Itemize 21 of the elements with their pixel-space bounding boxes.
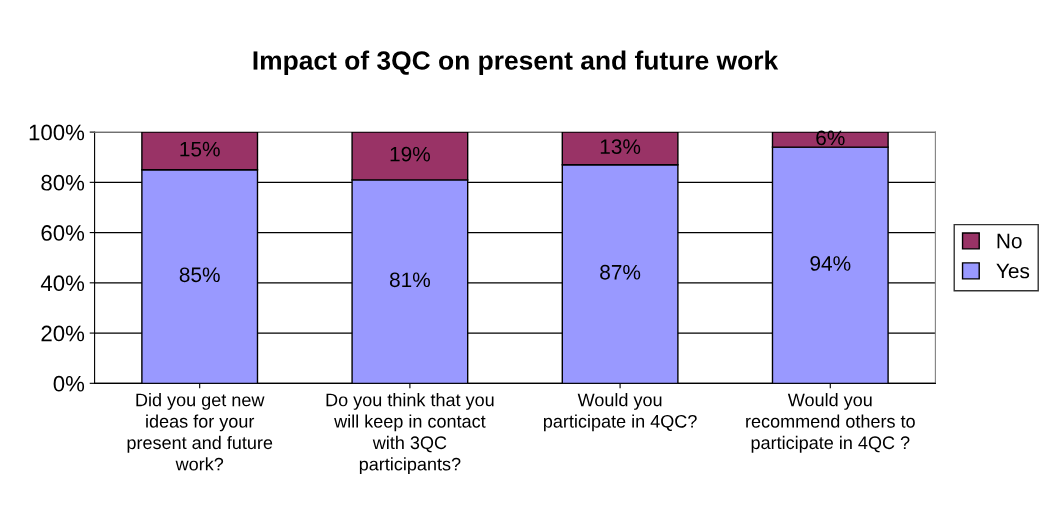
data-label: 87% (600, 264, 641, 280)
data-label: 6% (816, 130, 845, 146)
x-tick-label: Did you get new ideas for your present and future work? (127, 393, 273, 471)
y-tick-label: 60% (41, 225, 85, 241)
data-label: 13% (600, 139, 641, 155)
y-tick-label: 100% (29, 124, 85, 141)
data-label: 15% (180, 141, 220, 157)
x-tick-label: Do you think that you will keep in contact with 3QC participants? (326, 393, 494, 475)
data-label: 81% (389, 272, 430, 288)
data-label: 94% (810, 256, 851, 271)
y-tick-label: 40% (40, 275, 85, 292)
chart-title: Impact of 3QC on present and future work (253, 50, 779, 76)
y-tick-label: 0% (53, 375, 85, 392)
y-tick-label: 20% (41, 325, 85, 342)
x-tick-label: Would you participate in 4QC? (543, 393, 697, 432)
data-label: 19% (390, 146, 430, 162)
legend-label: Yes (996, 263, 1030, 279)
x-tick-label: Would you recommend others to participate in 4QC ? (746, 393, 915, 453)
legend-label: No (997, 233, 1022, 249)
y-tick-label: 80% (41, 174, 85, 191)
data-label: 85% (179, 267, 220, 283)
